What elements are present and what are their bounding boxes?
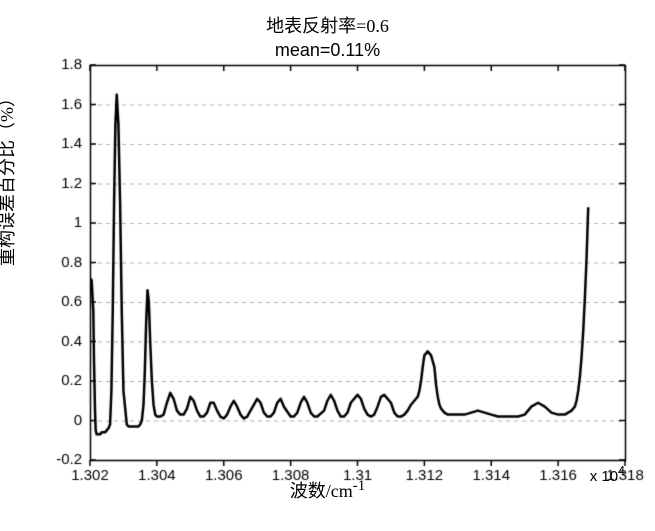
x-axis-label-sup: -1: [353, 478, 366, 494]
chart-container: 地表反射率=0.6 mean=0.11% 重构误差百分比（%） 波数/cm-1 …: [0, 0, 655, 531]
x-axis-exponent-sup: 4: [618, 464, 625, 478]
x-axis-exponent-text: x 10: [590, 468, 618, 485]
chart-title: 地表反射率=0.6: [0, 12, 655, 38]
chart-subtitle: mean=0.11%: [0, 40, 655, 61]
x-axis-label-text: 波数/cm: [290, 481, 353, 501]
x-axis-exponent: x 104: [590, 464, 625, 485]
x-axis-label: 波数/cm-1: [0, 477, 655, 503]
line-chart-canvas: [0, 0, 655, 531]
y-axis-label: 重构误差百分比（%）: [0, 89, 19, 266]
